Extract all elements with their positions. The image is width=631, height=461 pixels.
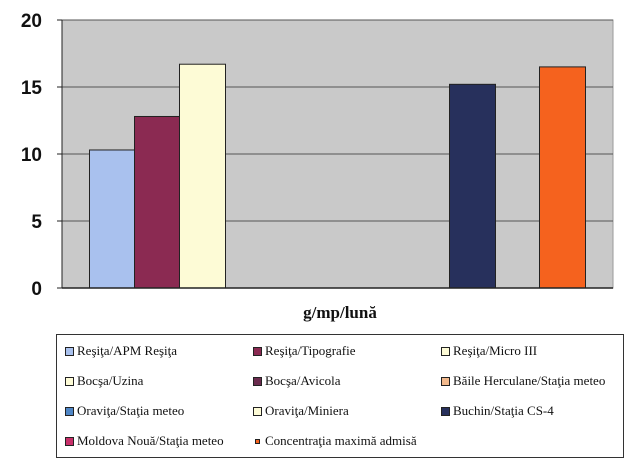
y-tick-label: 0 [31, 279, 42, 300]
legend-label: Concentraţia maximă admisă [265, 433, 417, 448]
y-ticks: 0 5 10 15 20 [21, 11, 62, 300]
legend-label: Oraviţa/Miniera [265, 403, 349, 418]
legend-label: Reşiţa/APM Reşiţa [77, 343, 178, 358]
legend-item: Reşiţa/APM Reşiţa [65, 343, 177, 359]
legend-item: Oraviţa/Staţia meteo [65, 403, 184, 419]
legend-label: Reşiţa/Tipografie [265, 343, 356, 358]
legend-item: Bocşa/Uzina [65, 373, 143, 389]
legend-label: Bocşa/Uzina [77, 373, 144, 388]
y-tick-label: 10 [21, 145, 42, 166]
y-tick-label: 20 [21, 11, 42, 32]
legend-swatch [253, 346, 262, 356]
legend-swatch [253, 376, 262, 386]
legend-label: Reşiţa/Micro III [453, 343, 538, 358]
bar-2 [179, 63, 226, 289]
legend-swatch [65, 346, 74, 356]
legend-item: Reşiţa/Tipografie [253, 343, 356, 359]
legend: Reşiţa/APM Reşiţa Reşiţa/Tipografie Reşiţa… [56, 334, 624, 458]
legend-swatch [65, 376, 74, 386]
legend-label: Moldova Nouă/Staţia meteo [77, 433, 224, 448]
legend-label: Buchin/Staţia CS-4 [453, 403, 554, 418]
x-axis-label: g/mp/lună [303, 303, 377, 322]
legend-swatch [255, 438, 260, 444]
legend-item: Buchin/Staţia CS-4 [441, 403, 554, 419]
legend-swatch [441, 376, 450, 386]
bar-1 [134, 115, 181, 289]
legend-swatch [65, 406, 74, 416]
legend-label: Bocşa/Avicola [265, 373, 341, 388]
legend-label: Băile Herculane/Staţia meteo [453, 373, 606, 388]
legend-swatch [253, 406, 262, 416]
legend-item: Bocşa/Avicola [253, 373, 341, 389]
legend-label: Oraviţa/Staţia meteo [77, 403, 185, 418]
y-tick-label: 5 [31, 212, 42, 233]
legend-swatch [65, 436, 74, 446]
legend-item: Băile Herculane/Staţia meteo [441, 373, 605, 389]
legend-swatch [441, 346, 450, 356]
bar-10 [539, 66, 586, 289]
bar-0 [89, 149, 136, 289]
chart: 0 5 10 15 20 g/mp/lună [21, 11, 614, 322]
legend-item: Concentraţia maximă admisă [253, 433, 417, 449]
legend-swatch [441, 406, 450, 416]
legend-item: Reşiţa/Micro III [441, 343, 537, 359]
y-tick-label: 15 [21, 78, 43, 99]
legend-item: Oraviţa/Miniera [253, 403, 349, 419]
bar-8 [449, 83, 496, 289]
legend-item: Moldova Nouă/Staţia meteo [65, 433, 224, 449]
